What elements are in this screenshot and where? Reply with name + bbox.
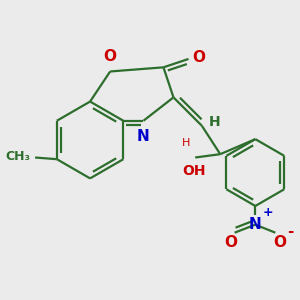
Text: CH₃: CH₃ [5,150,30,163]
Text: H: H [208,116,220,129]
Text: O: O [103,49,117,64]
Text: O: O [224,236,237,250]
Text: -: - [287,224,293,238]
Text: OH: OH [182,164,205,178]
Text: N: N [137,129,150,144]
Text: +: + [263,206,273,219]
Text: O: O [193,50,206,65]
Text: O: O [273,236,286,250]
Text: H: H [182,138,190,148]
Text: N: N [249,217,262,232]
